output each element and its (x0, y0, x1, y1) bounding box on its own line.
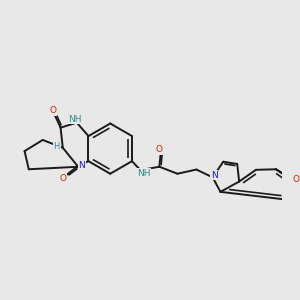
Text: O: O (50, 106, 56, 116)
Text: O: O (292, 175, 300, 184)
Text: H: H (53, 142, 60, 151)
Text: NH: NH (137, 169, 151, 178)
Text: O: O (156, 145, 163, 154)
Text: NH: NH (68, 115, 82, 124)
Text: N: N (78, 161, 85, 170)
Text: O: O (59, 174, 66, 183)
Text: N: N (211, 171, 218, 180)
